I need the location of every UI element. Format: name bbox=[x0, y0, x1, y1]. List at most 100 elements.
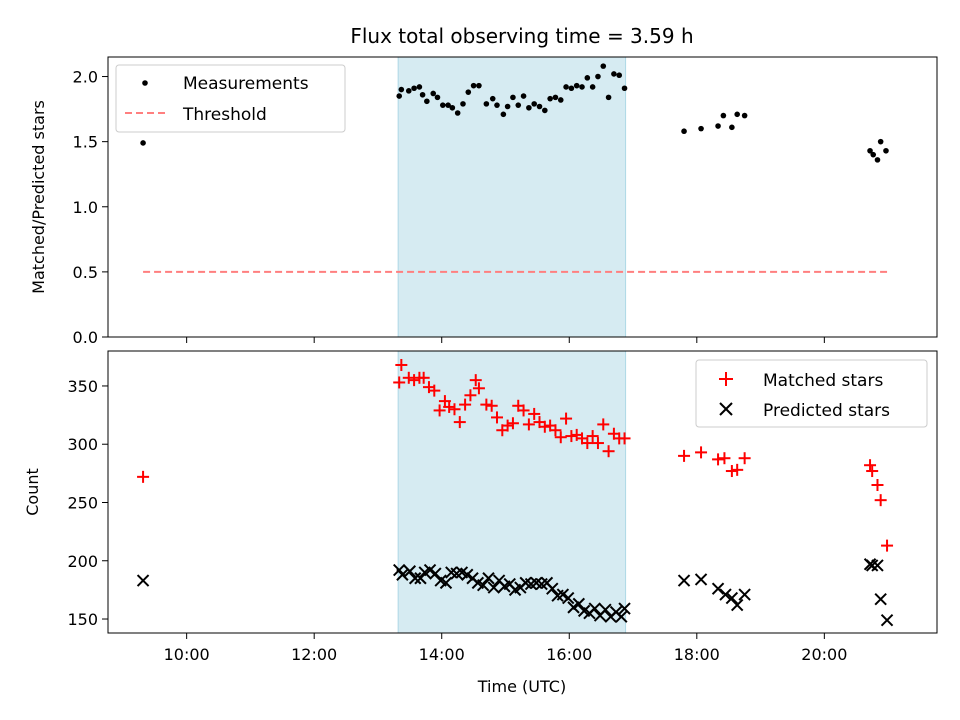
measurement-point bbox=[531, 101, 537, 107]
matched-star-point bbox=[549, 424, 562, 437]
measurement-point bbox=[405, 88, 412, 94]
predicted-star-point bbox=[423, 563, 437, 577]
bottom-ytick-label: 150 bbox=[67, 610, 98, 629]
matched-star-point bbox=[712, 453, 725, 466]
predicted-star-point bbox=[694, 573, 708, 586]
measurement-point bbox=[611, 71, 617, 77]
measurement-point bbox=[434, 94, 441, 101]
measurement-point bbox=[883, 147, 889, 154]
matched-star-point bbox=[586, 430, 599, 443]
measurement-point bbox=[515, 102, 522, 108]
bottom-ytick-label: 300 bbox=[67, 435, 98, 454]
measurement-point bbox=[720, 112, 727, 119]
measurement-point bbox=[510, 94, 516, 101]
predicted-star-point bbox=[618, 602, 631, 615]
measurement-point bbox=[424, 98, 430, 105]
measurement-point bbox=[460, 101, 466, 107]
matched-star-point bbox=[864, 459, 877, 472]
legend-matched-label: Matched stars bbox=[763, 371, 883, 391]
measurement-point bbox=[867, 147, 873, 154]
predicted-star-point bbox=[874, 592, 887, 606]
predicted-star-point bbox=[482, 572, 495, 585]
measurement-point bbox=[874, 157, 881, 163]
measurement-point bbox=[439, 102, 446, 108]
predicted-star-point bbox=[719, 588, 732, 601]
measurement-point bbox=[526, 104, 532, 111]
matched-star-point bbox=[433, 404, 446, 417]
matched-star-point bbox=[522, 418, 535, 431]
matched-star-point bbox=[718, 452, 731, 465]
legend-measurements-marker bbox=[142, 80, 148, 86]
measurement-point bbox=[398, 86, 405, 93]
predicted-star-point bbox=[396, 568, 409, 581]
measurement-point bbox=[504, 103, 511, 110]
predicted-star-point bbox=[476, 579, 490, 592]
measurement-point bbox=[870, 151, 877, 158]
matched-star-point bbox=[501, 419, 514, 432]
matched-star-point bbox=[597, 418, 610, 431]
bottom-legend: Matched stars Predicted stars bbox=[695, 359, 928, 428]
bottom-xlabel: Time (UTC) bbox=[477, 677, 566, 696]
predicted-star-point bbox=[546, 582, 559, 595]
matched-star-point bbox=[738, 452, 751, 465]
measurement-point bbox=[483, 101, 490, 107]
predicted-star-point bbox=[865, 559, 879, 572]
matched-star-point bbox=[881, 539, 894, 552]
matched-star-point bbox=[443, 400, 456, 413]
matched-star-point bbox=[469, 374, 482, 387]
predicted-star-point bbox=[871, 559, 884, 572]
matched-star-point bbox=[517, 404, 530, 417]
matched-star-point bbox=[554, 431, 567, 444]
bottom-panel: 150 200 250 300 350 10:00 12:00 14:00 16:00 18:0… bbox=[23, 350, 938, 696]
bottom-xtick-label: 20:00 bbox=[801, 645, 847, 664]
measurement-point bbox=[589, 84, 596, 90]
bottom-highlight-span bbox=[397, 350, 627, 634]
matched-star-point bbox=[428, 384, 441, 397]
predicted-star-point bbox=[572, 597, 586, 611]
top-ytick-label: 0.5 bbox=[73, 263, 98, 282]
predicted-star-point bbox=[730, 598, 744, 612]
matched-star-point bbox=[490, 411, 503, 424]
bottom-ylabel: Count bbox=[23, 468, 42, 516]
bottom-ytick-label: 200 bbox=[67, 552, 98, 571]
top-legend: Measurements Threshold bbox=[115, 64, 346, 133]
measurement-point bbox=[563, 84, 569, 90]
measurement-point bbox=[500, 111, 507, 118]
matched-star-point bbox=[395, 358, 408, 371]
bottom-axes-frame bbox=[107, 350, 938, 634]
measurement-point bbox=[416, 84, 423, 90]
bottom-ytick-label: 250 bbox=[67, 493, 98, 512]
chart-title: Flux total observing time = 3.59 h bbox=[350, 24, 693, 48]
measurement-point bbox=[547, 95, 553, 102]
matched-star-point bbox=[448, 403, 461, 416]
measurement-point bbox=[595, 73, 601, 80]
top-panel: 0.00.51.01.52.0 Matched/Predicted stars … bbox=[29, 56, 938, 347]
predicted-star-point bbox=[461, 568, 474, 581]
matched-star-point bbox=[538, 420, 551, 433]
measurement-point bbox=[454, 110, 461, 116]
legend-threshold-label: Threshold bbox=[182, 105, 267, 125]
matched-star-point bbox=[464, 389, 477, 402]
measurement-point bbox=[476, 82, 482, 89]
predicted-star-point bbox=[880, 613, 894, 627]
measurement-point bbox=[584, 75, 591, 81]
top-ylabel: Matched/Predicted stars bbox=[29, 100, 48, 294]
predicted-star-point bbox=[677, 574, 691, 587]
matched-star-point bbox=[480, 398, 493, 411]
matched-star-point bbox=[408, 374, 421, 387]
measurement-point bbox=[396, 93, 403, 99]
bottom-xtick-label: 18:00 bbox=[674, 645, 720, 664]
matched-star-point bbox=[871, 479, 884, 492]
top-ytick-label: 1.5 bbox=[73, 133, 98, 152]
matched-star-point bbox=[393, 376, 406, 389]
measurement-point bbox=[557, 97, 564, 103]
measurement-point bbox=[715, 123, 721, 129]
matched-star-point bbox=[402, 371, 415, 384]
matched-star-point bbox=[453, 416, 466, 429]
matched-star-point bbox=[866, 465, 879, 478]
top-ytick-label: 0.0 bbox=[73, 328, 98, 347]
top-ytick-label: 1.0 bbox=[73, 198, 98, 217]
measurement-point bbox=[605, 94, 612, 101]
measurement-point bbox=[465, 89, 472, 95]
